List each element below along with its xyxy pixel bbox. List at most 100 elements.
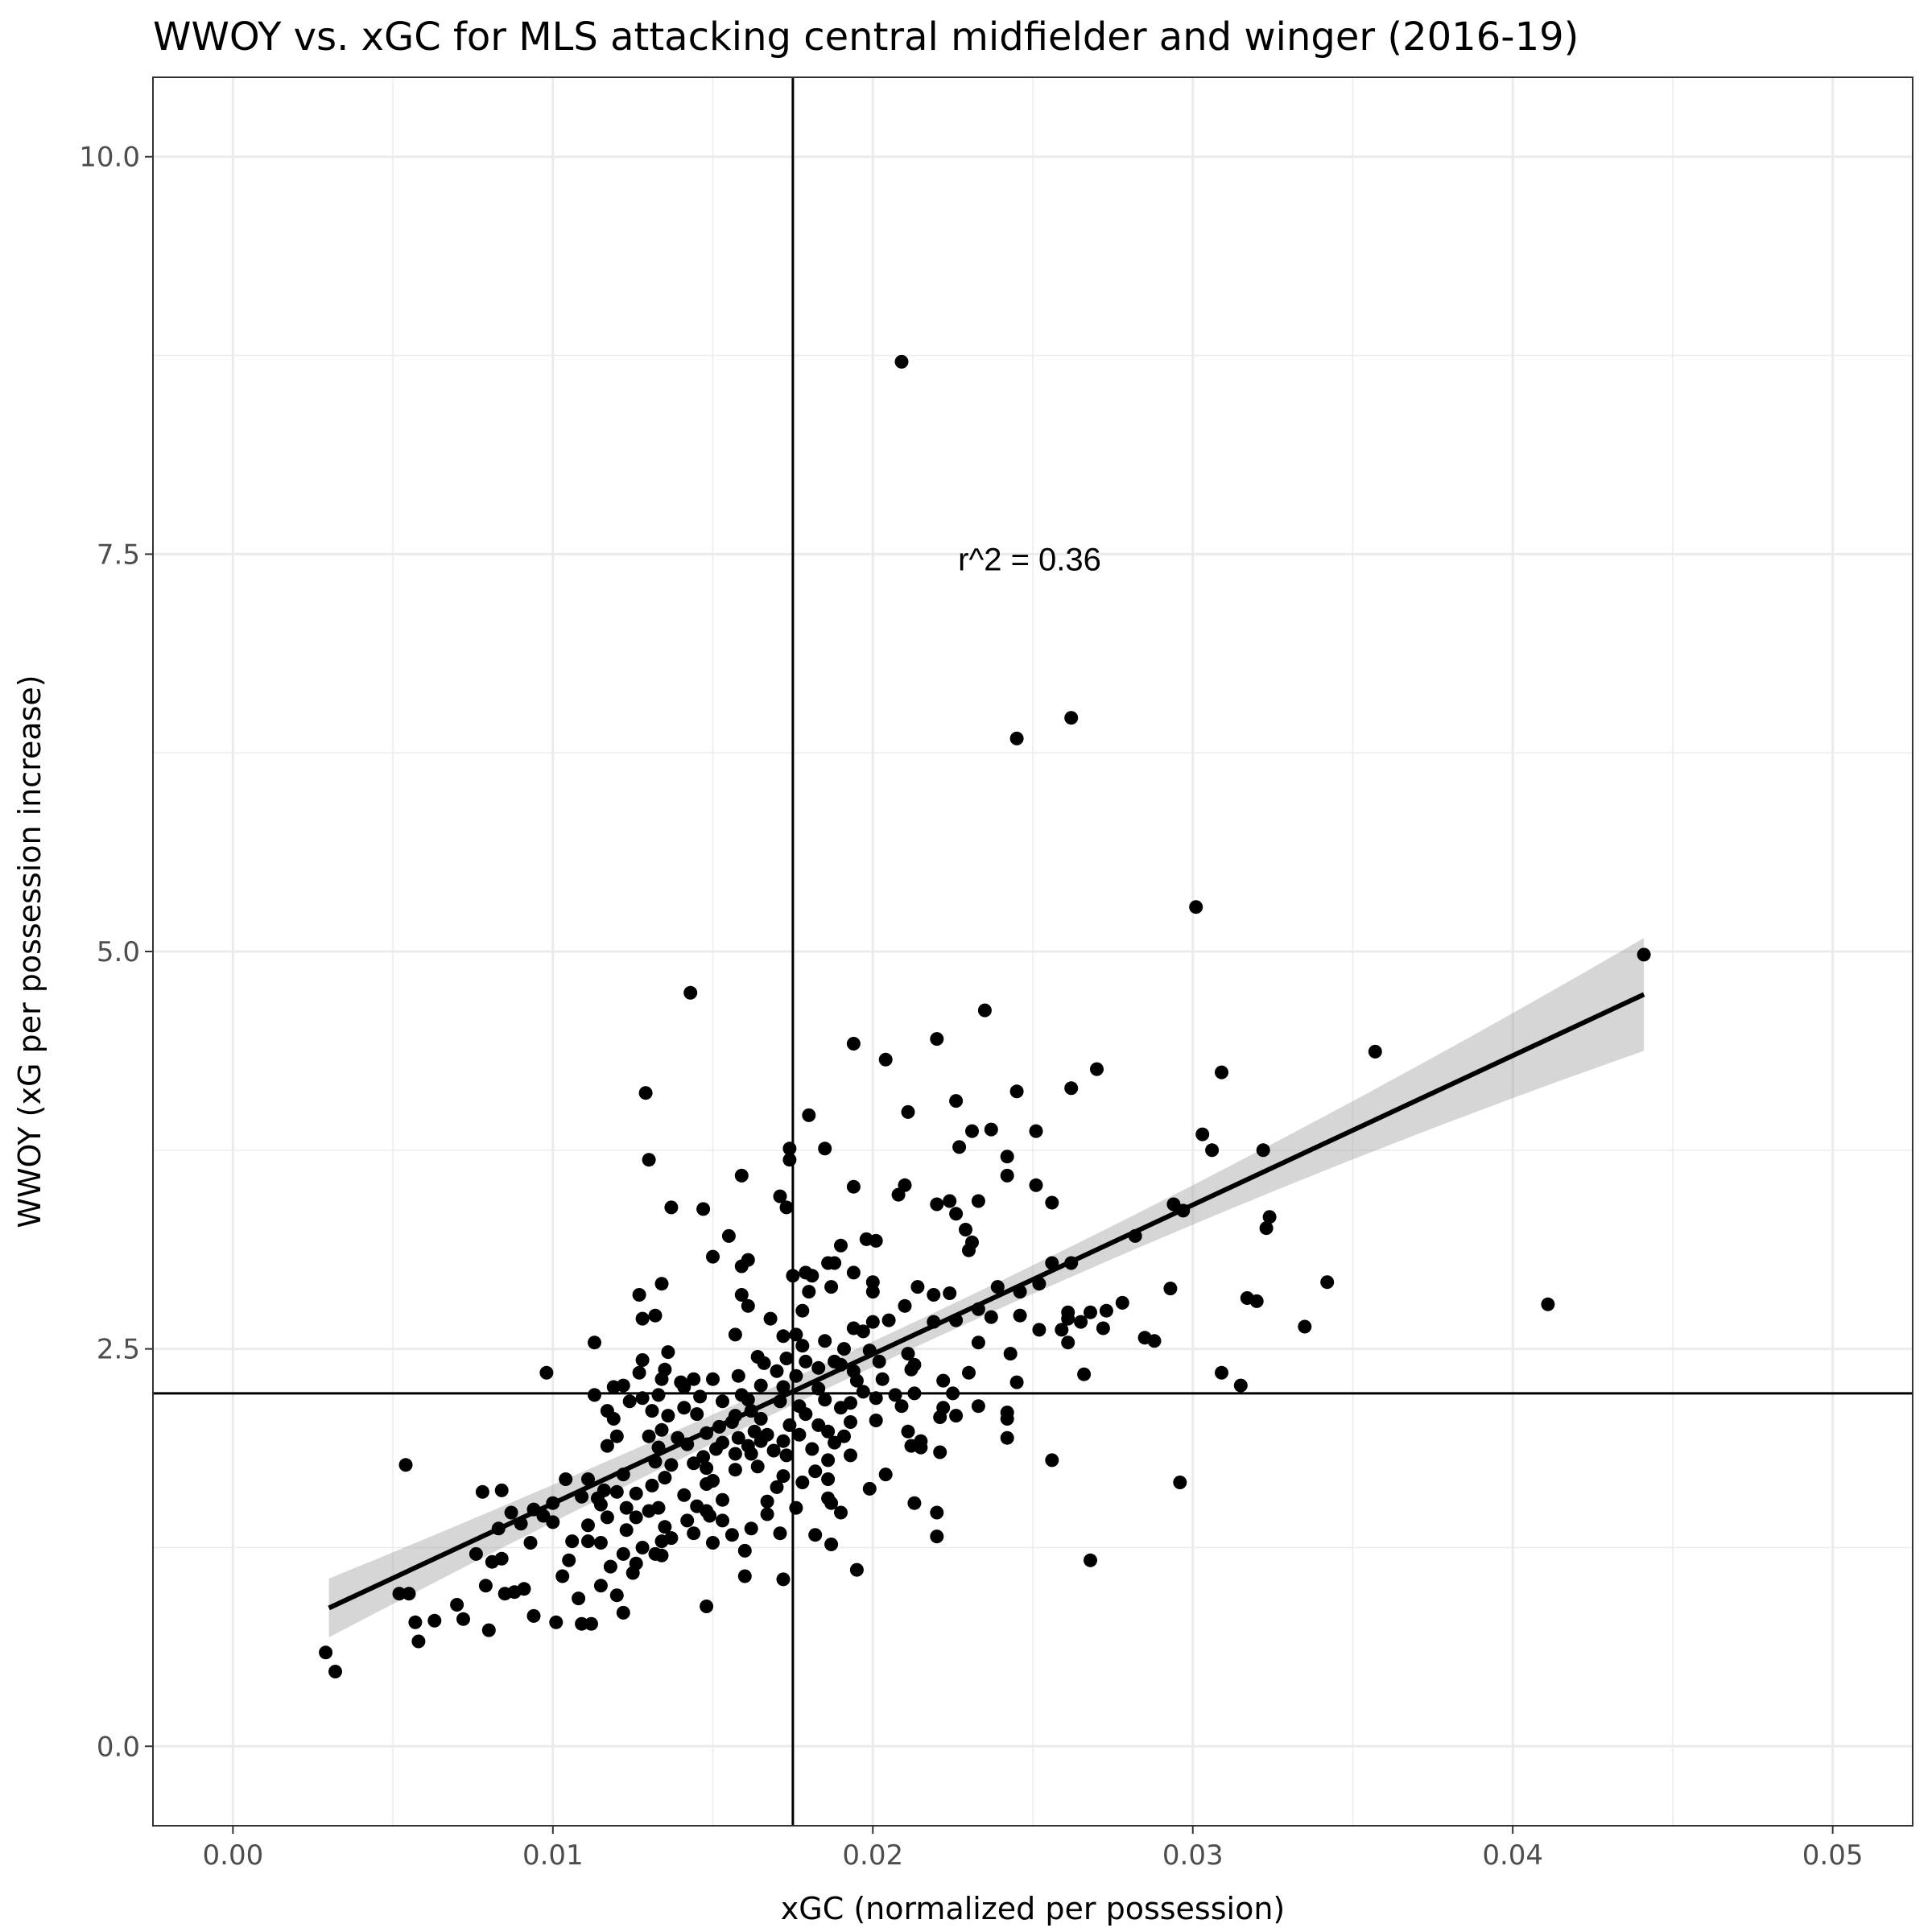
data-point — [700, 1461, 714, 1476]
data-point — [1637, 947, 1651, 962]
x-tick-label: 0.00 — [203, 1839, 264, 1872]
data-point — [1298, 1319, 1312, 1334]
data-point — [328, 1665, 342, 1678]
data-point — [504, 1505, 518, 1520]
data-point — [766, 1443, 781, 1458]
data-point — [731, 1430, 745, 1445]
y-tick-label: 2.5 — [97, 1334, 140, 1366]
x-tick-label: 0.02 — [842, 1839, 903, 1872]
data-point — [818, 1393, 832, 1407]
data-point — [645, 1404, 659, 1418]
data-point — [1215, 1065, 1228, 1080]
data-point — [625, 1566, 640, 1580]
data-point — [724, 1528, 739, 1542]
data-point — [1262, 1210, 1277, 1224]
data-point — [1009, 1084, 1024, 1099]
data-point — [485, 1554, 499, 1569]
data-point — [606, 1412, 621, 1426]
data-point — [760, 1494, 774, 1509]
data-point — [1045, 1195, 1059, 1210]
data-point — [703, 1509, 717, 1523]
data-point — [878, 1052, 893, 1067]
r-squared-annotation: r^2 = 0.36 — [958, 542, 1101, 577]
data-point — [706, 1372, 720, 1386]
data-point — [834, 1505, 848, 1520]
data-point — [1003, 1347, 1018, 1361]
data-point — [629, 1510, 643, 1525]
data-point — [645, 1478, 659, 1492]
data-point — [658, 1520, 672, 1534]
data-point — [606, 1380, 621, 1394]
data-point — [581, 1472, 595, 1486]
data-point — [1320, 1275, 1335, 1290]
data-point — [523, 1536, 538, 1550]
data-point — [616, 1546, 630, 1561]
data-point — [891, 1187, 906, 1202]
data-point — [687, 1372, 701, 1386]
data-point — [821, 1424, 836, 1439]
data-point — [837, 1342, 851, 1356]
data-point — [753, 1378, 768, 1393]
data-point — [588, 1388, 601, 1402]
data-point — [1064, 1081, 1079, 1096]
data-point — [770, 1364, 784, 1378]
data-point — [927, 1288, 941, 1302]
data-point — [664, 1200, 679, 1215]
data-point — [469, 1546, 483, 1561]
data-point — [818, 1141, 832, 1156]
data-point — [1000, 1150, 1014, 1164]
data-point — [716, 1513, 729, 1528]
data-point — [549, 1615, 564, 1629]
data-point — [648, 1308, 663, 1323]
data-point — [802, 1108, 816, 1122]
data-point — [965, 1124, 979, 1138]
data-point — [1000, 1430, 1014, 1445]
data-point — [731, 1368, 745, 1383]
data-point — [654, 1534, 669, 1549]
data-point — [677, 1401, 691, 1415]
data-point — [773, 1189, 787, 1203]
data-point — [700, 1477, 714, 1491]
data-point — [734, 1168, 749, 1183]
data-point — [757, 1356, 771, 1370]
data-point — [869, 1391, 883, 1406]
data-point — [1009, 731, 1024, 745]
data-point — [661, 1409, 675, 1423]
data-point — [770, 1480, 784, 1494]
data-point — [1090, 1062, 1104, 1076]
data-point — [865, 1285, 880, 1299]
data-point — [805, 1442, 819, 1456]
data-point — [821, 1453, 836, 1468]
data-point — [683, 985, 698, 1000]
data-point — [619, 1523, 634, 1538]
data-point — [677, 1488, 691, 1502]
data-point — [539, 1365, 554, 1380]
data-point — [575, 1616, 589, 1631]
data-point — [398, 1458, 413, 1472]
data-point — [789, 1368, 803, 1383]
data-point — [427, 1613, 442, 1628]
data-point — [693, 1389, 708, 1404]
x-tick-label: 0.03 — [1162, 1839, 1224, 1872]
data-point — [600, 1439, 614, 1453]
data-point — [651, 1388, 666, 1402]
data-point — [1061, 1335, 1075, 1350]
data-point — [779, 1200, 794, 1215]
data-point — [728, 1447, 742, 1461]
data-point — [943, 1194, 957, 1208]
data-point — [402, 1587, 416, 1601]
data-point — [782, 1153, 797, 1167]
data-point — [1061, 1311, 1075, 1326]
data-point — [834, 1238, 848, 1253]
data-point — [792, 1427, 807, 1442]
data-point — [776, 1572, 791, 1587]
data-point — [562, 1553, 576, 1567]
data-point — [581, 1518, 595, 1533]
major-gridlines — [153, 77, 1913, 1826]
data-point — [721, 1228, 736, 1243]
data-point — [943, 1286, 957, 1300]
data-point — [789, 1501, 803, 1515]
data-point — [914, 1440, 928, 1455]
data-point — [728, 1327, 742, 1342]
data-point — [603, 1559, 617, 1574]
